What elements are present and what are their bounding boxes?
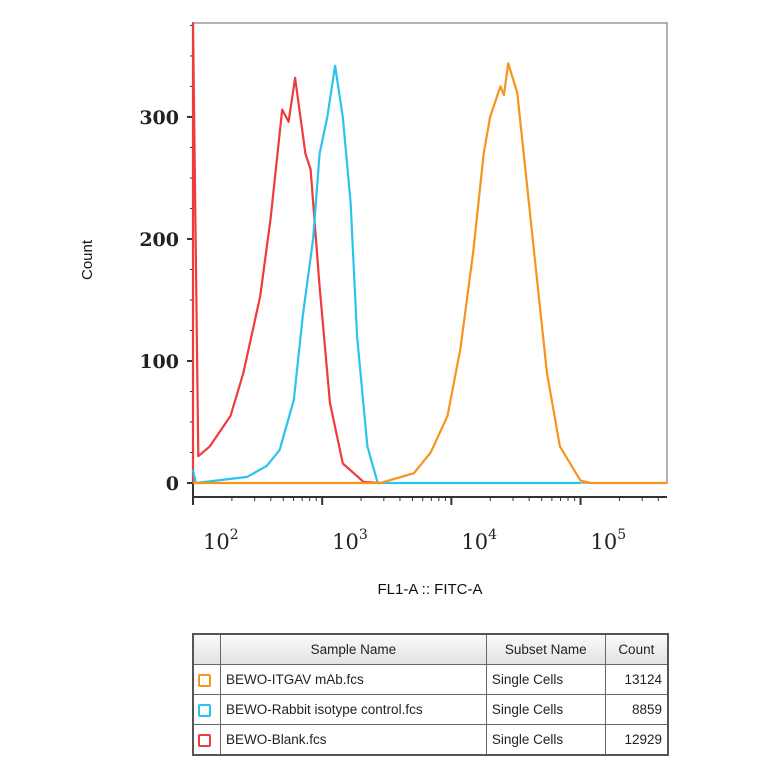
y-tick-label: 0 [166,473,179,495]
y-tick-label: 300 [139,107,179,129]
sample-name: BEWO-Blank.fcs [220,724,487,756]
count-header: Count [604,633,669,665]
sample-name: BEWO-Rabbit isotype control.fcs [220,694,487,725]
table-row: BEWO-Rabbit isotype control.fcs Single C… [192,694,669,725]
table-row: BEWO-ITGAV mAb.fcs Single Cells 13124 [192,664,669,695]
color-swatch [198,703,211,717]
histogram-curve [191,21,381,485]
sample-name: BEWO-ITGAV mAb.fcs [220,664,487,695]
count-value: 13124 [604,664,669,695]
subset-name: Single Cells [485,694,606,725]
sample-name-header: Sample Name [220,633,487,665]
histogram-curve [191,64,581,485]
plot-frame [192,22,668,484]
histogram-curve [193,62,667,485]
count-value: 8859 [604,694,669,725]
color-swatch [198,673,211,687]
x-tick-label: 105 [591,527,627,554]
subset-name: Single Cells [485,724,606,756]
y-tick-label: 100 [139,351,179,373]
subset-name-header: Subset Name [485,633,606,665]
table-header-row: Sample Name Subset Name Count [192,633,669,665]
sample-legend-table: Sample Name Subset Name Count BEWO-ITGAV… [192,633,669,756]
x-tick-label: 104 [461,527,497,554]
x-tick-label: 103 [332,527,368,554]
table-row: BEWO-Blank.fcs Single Cells 12929 [192,724,669,756]
y-tick-label: 200 [139,229,179,251]
x-axis-label: FL1-A :: FITC-A [377,581,482,598]
count-value: 12929 [604,724,669,756]
color-swatch [198,733,211,747]
y-axis-label: Count [79,239,96,280]
subset-name: Single Cells [485,664,606,695]
swatch-header [192,633,221,665]
x-tick-label: 102 [203,527,239,554]
